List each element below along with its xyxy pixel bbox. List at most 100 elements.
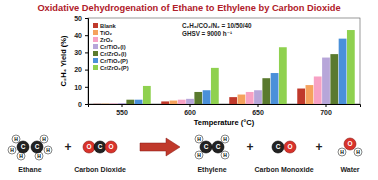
bar [118, 103, 126, 104]
atom-label: H [223, 136, 227, 142]
bar [279, 47, 287, 104]
legend-swatch [93, 30, 98, 35]
molecule-name: Ethane [18, 166, 41, 173]
legend-swatch [93, 65, 98, 70]
legend-swatch [93, 58, 98, 63]
molecule: HHHHCCEthylene [195, 135, 229, 174]
bar [143, 86, 151, 104]
atom-label: H [197, 152, 201, 158]
y-tick-mark [85, 70, 88, 71]
atom-label: O [347, 140, 352, 147]
x-tick: 700 [320, 104, 332, 116]
atom [272, 141, 284, 153]
y-tick: 40 [74, 32, 88, 39]
atom-label: C [21, 143, 26, 150]
y-tick-label: 10 [74, 84, 82, 91]
y-tick: 20 [74, 66, 88, 73]
legend-label: Blank [100, 23, 117, 29]
bar [110, 103, 118, 104]
atom-label: H [340, 149, 344, 155]
y-axis-title: C₂H₄ Yield (%) [59, 35, 68, 87]
atom [344, 138, 356, 150]
atom [200, 141, 212, 153]
legend-label: Cr/TiO₂(P) [100, 58, 128, 64]
plot-frame [88, 18, 360, 104]
legend-label: Cr/ZrO₂(I) [100, 51, 126, 57]
annotation: C₂H₆/CO₂/N₂ = 10/50/40 [182, 22, 252, 29]
y-tick: 0 [78, 101, 88, 108]
reaction-scheme: HHHHHHCCEthaneOCOCarbon Dioxide+HHHHCCEt… [8, 135, 362, 174]
molecule-name: Carbon Monoxide [254, 166, 313, 173]
y-tick: 50 [74, 15, 88, 22]
molecule: COCarbon Monoxide [254, 141, 313, 173]
y-tick-mark [85, 104, 88, 105]
legend-entry: Cr/TiO₂(P) [93, 58, 128, 64]
atom [17, 141, 29, 153]
atom-label: H [42, 136, 46, 142]
molecule-name: Ethylene [197, 166, 226, 174]
atom [12, 135, 20, 143]
molecule: H HO Water [338, 138, 362, 173]
bar [211, 68, 219, 104]
atom-label: C [98, 143, 103, 150]
y-tick: 10 [74, 84, 88, 91]
legend-entry: Blank [93, 23, 117, 29]
atom [195, 151, 203, 159]
annotation: GHSV = 9000 h⁻¹ [182, 30, 232, 37]
bar [186, 99, 194, 104]
atom [8, 146, 16, 154]
x-tick: 650 [252, 104, 264, 116]
bar [93, 103, 101, 104]
atom-label: H [37, 153, 41, 159]
atom [221, 151, 229, 159]
y-tick-mark [85, 35, 88, 36]
atom-label: O [287, 143, 292, 150]
y-axis: 0 10 20 30 40 50 [74, 15, 88, 108]
x-tick-mark [190, 104, 191, 107]
atom-label: H [356, 149, 360, 155]
molecule-name: Water [340, 166, 359, 173]
molecule: HHHHHHCCEthane [8, 135, 52, 173]
legend-entry: Cr/TiO₂(I) [93, 44, 126, 50]
atom [212, 141, 224, 153]
atom-label: H [10, 147, 14, 153]
bars [93, 30, 354, 104]
legend-label: Cr/ZrO₂(P) [100, 65, 129, 71]
y-tick-label: 0 [78, 101, 82, 108]
y-axis-line [85, 19, 89, 105]
atom-label: H [223, 152, 227, 158]
molecule-name: Carbon Dioxide [74, 166, 126, 173]
plus-sign: + [246, 140, 253, 154]
legend-swatch [93, 44, 98, 49]
atom [354, 148, 362, 156]
bar [238, 95, 246, 104]
x-tick-label: 650 [252, 109, 264, 116]
bar [330, 54, 338, 104]
y-tick-mark [85, 87, 88, 88]
bar [102, 103, 110, 104]
title: Oxidative Dehydrogenation of Ethane to E… [37, 3, 340, 13]
chart: Oxidative Dehydrogenation of Ethane to E… [0, 0, 378, 180]
bar [254, 90, 262, 104]
legend-label: TiO₂ [100, 30, 113, 36]
atom [105, 141, 117, 153]
bar [170, 101, 178, 104]
x-axis-title: Temperature (°C) [194, 118, 255, 127]
y-tick: 30 [74, 49, 88, 56]
plus-sign: + [64, 140, 71, 154]
y-tick-label: 30 [74, 49, 82, 56]
plus-sign: + [315, 140, 322, 154]
atom [44, 146, 52, 154]
legend-entry: Cr/ZrO₂(P) [93, 65, 129, 71]
legend-entry: Cr/ZrO₂(I) [93, 51, 126, 57]
y-tick-label: 20 [74, 66, 82, 73]
bar [262, 78, 270, 104]
x-axis-line [89, 105, 361, 108]
x-tick-mark [258, 104, 259, 107]
bar [271, 73, 279, 104]
x-axis: 550600650700 [89, 104, 361, 116]
reaction-arrow [140, 138, 180, 156]
atom-label: C [35, 143, 40, 150]
atom [40, 135, 48, 143]
legend-entry: TiO₂ [93, 30, 113, 36]
